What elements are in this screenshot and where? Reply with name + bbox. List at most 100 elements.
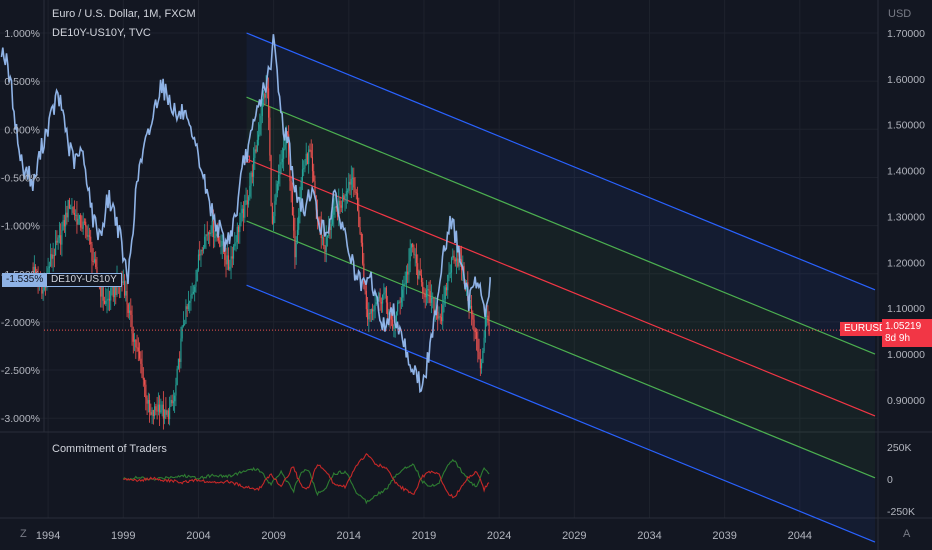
candle-body [142,377,144,380]
candle-body [112,285,114,298]
regression-channel [243,32,876,543]
candle-body [190,294,192,302]
candle-body [194,286,196,292]
candle-body [51,254,53,259]
candle-body [134,339,136,342]
candle-body [395,311,397,323]
candle-body [130,310,132,315]
candle-body [379,292,381,303]
price-badge: 1.05219 8d 9h [882,319,932,347]
candle-body [232,246,235,259]
candle-body [432,297,434,299]
candle-body [67,200,69,218]
candle-body [92,261,94,263]
channel-lower-inner-line[interactable] [246,220,876,479]
candle-body [128,310,131,313]
candle-body [393,327,395,329]
candle-body [147,400,149,404]
legend-symbol-title[interactable]: Euro / U.S. Dollar, 1M, FXCM [52,8,196,20]
legend-cot-title[interactable]: Commitment of Traders [52,443,167,455]
channel-upper-line[interactable] [246,32,876,291]
candle-body [254,149,256,158]
x-tick-label: 2029 [562,530,586,542]
candle-body [398,301,400,303]
candle-body [91,244,93,262]
candle-body [81,227,83,229]
channel-lower-outer-fill [246,221,875,543]
candle-body [220,245,222,247]
candle-body [224,252,226,260]
candle-body [184,323,186,325]
cot-short-line[interactable] [123,453,490,499]
candle-body [477,338,479,352]
candle-body [293,215,295,231]
candle-body [445,287,448,291]
candle-body [263,93,265,99]
candle-body [221,240,223,246]
candle-body [410,243,412,248]
candle-body [93,259,96,262]
candle-body [131,314,133,334]
candle-body [324,245,326,253]
candle-body [251,172,253,177]
candle-body [409,247,411,262]
candle-body [363,263,365,284]
candle-body [331,214,334,225]
candle-body [239,222,241,233]
candle-body [438,316,440,319]
auto-scale-button[interactable]: A [903,528,911,540]
candle-body [365,290,367,310]
candle-body [274,201,276,217]
x-tick-label: 2019 [412,530,436,542]
candle-body [418,270,420,279]
candle-body [357,193,359,211]
right-tick-label: 1.30000 [887,211,925,223]
candle-body [180,338,182,362]
candle-body [66,212,68,218]
candle-body [375,302,377,304]
candle-body [136,347,138,349]
channel-median-line[interactable] [246,158,876,417]
candle-body [33,266,35,272]
candle-body [458,259,460,267]
candle-body [90,236,92,245]
candle-body [378,292,380,299]
channel-lower-line[interactable] [246,284,876,543]
candle-body [160,410,162,413]
right-tick-label: 1.20000 [887,257,925,269]
candle-body [111,285,113,289]
candle-body [413,247,415,255]
candle-body [457,258,459,267]
cot-tick-label: 250K [887,442,912,454]
candle-body [430,297,433,303]
candle-body [182,324,184,327]
candle-body [408,261,410,275]
candle-body [211,220,213,233]
candle-body [369,312,371,314]
candle-body [424,293,426,298]
candle-body [235,242,237,244]
candle-body [217,236,220,241]
legend-spread-title[interactable]: DE10Y-US10Y, TVC [52,27,151,39]
x-tick-label: 2039 [712,530,736,542]
candle-body [171,399,173,404]
candle-body [303,168,305,170]
candle-body [225,259,227,265]
zoom-toggle-button[interactable]: Z [20,528,27,540]
candle-body [61,230,63,245]
candle-body [301,169,303,181]
candle-body [139,351,141,359]
candle-body [83,221,85,223]
candle-body [107,298,109,300]
spread-series-line[interactable] [0,34,491,393]
candle-body [348,181,350,191]
candle-body [156,410,158,412]
candle-body [360,233,362,243]
candle-body [149,400,151,413]
price-value: 1.05219 [885,321,922,332]
channel-upper-inner-line[interactable] [246,96,876,355]
candle-body [479,359,481,369]
candle-body [419,270,421,276]
cot-long-line[interactable] [122,458,490,505]
